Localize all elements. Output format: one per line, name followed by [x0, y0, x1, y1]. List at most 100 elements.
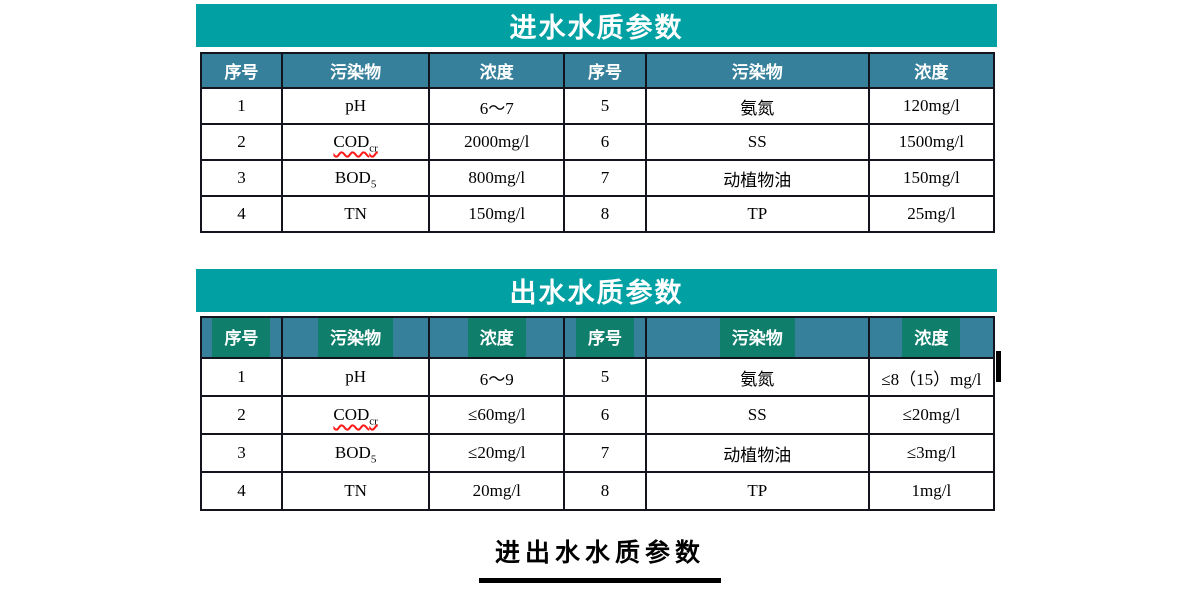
inlet-banner-title: 进水水质参数 [509, 13, 684, 43]
cell-no: 1 [200, 87, 283, 125]
pollutant-formula: BOD5 [334, 443, 377, 466]
page-caption: 进出水水质参数 [0, 533, 1200, 583]
column-header-label: 序号 [587, 63, 622, 82]
cell-pollutant: CODcr [280, 395, 431, 435]
cell-pollutant: TN [280, 471, 431, 511]
cell-no: 8 [563, 195, 647, 233]
column-header-label-highlighted: 序号 [212, 318, 271, 357]
table-row: 4 TN 150mg/l 8 TP 25mg/l [200, 195, 996, 233]
pollutant-formula: TN [344, 204, 367, 223]
pollutant-formula: CODcr [333, 405, 378, 428]
cell-no: 2 [200, 395, 283, 435]
column-header-concentration: 浓度 [428, 316, 566, 359]
table-row: 2 CODcr ≤60mg/l 6 SS ≤20mg/l [200, 395, 996, 435]
pollutant-formula: TN [344, 481, 367, 500]
cell-pollutant: pH [280, 357, 431, 397]
column-header-label: 浓度 [914, 63, 949, 82]
cell-pollutant: pH [280, 87, 431, 125]
cell-no: 7 [563, 159, 647, 197]
cell-concentration: 150mg/l [428, 195, 566, 233]
cell-concentration: ≤8（15）mg/l [867, 357, 996, 397]
cell-concentration: 1mg/l [867, 471, 996, 511]
cell-pollutant: TP [644, 195, 870, 233]
cell-no: 3 [200, 433, 283, 473]
pollutant-subscript: 5 [370, 178, 377, 191]
cell-no: 5 [563, 87, 647, 125]
column-header-label-highlighted: 污染物 [318, 318, 394, 357]
column-header-label: 污染物 [330, 63, 382, 82]
cell-no: 7 [563, 433, 647, 473]
table-row: 4 TN 20mg/l 8 TP 1mg/l [200, 471, 996, 511]
column-header-concentration: 浓度 [428, 52, 566, 89]
cell-concentration: ≤3mg/l [867, 433, 996, 473]
cell-concentration: 150mg/l [867, 159, 996, 197]
cell-concentration: 6～7 [428, 87, 566, 125]
column-header-concentration: 浓度 [867, 52, 996, 89]
pollutant-subscript: cr [369, 415, 378, 428]
column-header-label: 序号 [224, 63, 259, 82]
cell-no: 3 [200, 159, 283, 197]
cell-pollutant: TP [644, 471, 870, 511]
outlet-banner: 出水水质参数 [196, 269, 997, 312]
column-header-label: 污染物 [731, 63, 783, 82]
column-header-label-highlighted: 浓度 [902, 318, 961, 357]
cell-pollutant: CODcr [280, 123, 431, 161]
cell-no: 5 [563, 357, 647, 397]
table-row: 1 pH 6～7 5 氨氮 120mg/l [200, 87, 996, 125]
cell-pollutant: BOD5 [280, 433, 431, 473]
cell-concentration: ≤60mg/l [428, 395, 566, 435]
pollutant-subscript: cr [369, 142, 378, 155]
outlet-header-row: 序号 污染物 浓度 序号 污染物 浓度 [200, 316, 996, 359]
column-header-concentration: 浓度 [867, 316, 996, 359]
table-row: 2 CODcr 2000mg/l 6 SS 1500mg/l [200, 123, 996, 161]
cell-concentration: 1500mg/l [867, 123, 996, 161]
column-header-label: 浓度 [479, 63, 514, 82]
column-header-pollutant: 污染物 [280, 316, 431, 359]
outlet-table: 序号 污染物 浓度 序号 污染物 浓度 1 pH 6～9 5 氨氮 ≤8（15）… [200, 316, 996, 511]
cell-no: 8 [563, 471, 647, 511]
cell-pollutant: 氨氮 [644, 357, 870, 397]
cell-pollutant: 动植物油 [644, 433, 870, 473]
cell-pollutant: 动植物油 [644, 159, 870, 197]
column-header-no: 序号 [200, 316, 283, 359]
pollutant-formula: CODcr [333, 132, 378, 155]
column-header-pollutant: 污染物 [280, 52, 431, 89]
cell-concentration: ≤20mg/l [867, 395, 996, 435]
cell-concentration: ≤20mg/l [428, 433, 566, 473]
cell-concentration: 25mg/l [867, 195, 996, 233]
column-header-label-highlighted: 序号 [575, 318, 634, 357]
outlet-banner-title: 出水水质参数 [509, 278, 684, 308]
pollutant-subscript: 5 [370, 453, 377, 466]
inlet-table: 序号 污染物 浓度 序号 污染物 浓度 1 pH 6～7 5 氨氮 120mg/… [200, 52, 996, 233]
cell-pollutant: 氨氮 [644, 87, 870, 125]
inlet-header-row: 序号 污染物 浓度 序号 污染物 浓度 [200, 52, 996, 89]
cell-no: 4 [200, 195, 283, 233]
column-header-no: 序号 [200, 52, 283, 89]
column-header-pollutant: 污染物 [644, 316, 870, 359]
cell-concentration: 800mg/l [428, 159, 566, 197]
cell-pollutant: TN [280, 195, 431, 233]
pollutant-formula: BOD5 [334, 168, 377, 191]
inlet-banner: 进水水质参数 [196, 4, 997, 47]
pollutant-formula: pH [345, 367, 366, 386]
cell-pollutant: BOD5 [280, 159, 431, 197]
cell-pollutant: SS [644, 123, 870, 161]
table-row: 1 pH 6～9 5 氨氮 ≤8（15）mg/l [200, 357, 996, 397]
cell-no: 4 [200, 471, 283, 511]
cell-concentration: 120mg/l [867, 87, 996, 125]
table-row: 3 BOD5 ≤20mg/l 7 动植物油 ≤3mg/l [200, 433, 996, 473]
text-cursor-artifact [996, 351, 1001, 382]
cell-no: 2 [200, 123, 283, 161]
column-header-label-highlighted: 污染物 [719, 318, 795, 357]
pollutant-formula: pH [345, 96, 366, 115]
column-header-no: 序号 [563, 316, 647, 359]
cell-no: 6 [563, 123, 647, 161]
cell-concentration: 2000mg/l [428, 123, 566, 161]
column-header-pollutant: 污染物 [644, 52, 870, 89]
page-caption-text: 进出水水质参数 [478, 533, 721, 583]
cell-pollutant: SS [644, 395, 870, 435]
cell-no: 6 [563, 395, 647, 435]
cell-concentration: 20mg/l [428, 471, 566, 511]
table-row: 3 BOD5 800mg/l 7 动植物油 150mg/l [200, 159, 996, 197]
column-header-no: 序号 [563, 52, 647, 89]
